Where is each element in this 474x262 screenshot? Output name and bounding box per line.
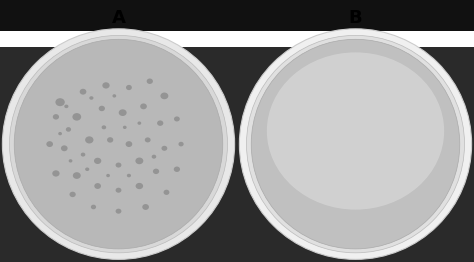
Ellipse shape xyxy=(55,98,65,106)
Ellipse shape xyxy=(157,121,164,126)
Ellipse shape xyxy=(73,172,81,179)
Ellipse shape xyxy=(127,174,131,177)
Ellipse shape xyxy=(85,167,89,171)
Ellipse shape xyxy=(94,183,101,189)
Text: B: B xyxy=(349,9,362,27)
Ellipse shape xyxy=(178,142,184,146)
Ellipse shape xyxy=(46,141,53,147)
Bar xyxy=(237,0,474,31)
Ellipse shape xyxy=(61,145,68,151)
Ellipse shape xyxy=(58,132,62,135)
Ellipse shape xyxy=(94,158,101,164)
Ellipse shape xyxy=(118,109,127,116)
Bar xyxy=(237,47,474,262)
Ellipse shape xyxy=(126,141,132,147)
Ellipse shape xyxy=(64,105,68,108)
Ellipse shape xyxy=(153,169,159,174)
Ellipse shape xyxy=(116,188,121,193)
Ellipse shape xyxy=(66,127,71,132)
Ellipse shape xyxy=(239,29,472,259)
Text: A: A xyxy=(111,9,126,27)
Ellipse shape xyxy=(152,155,156,159)
Ellipse shape xyxy=(146,79,153,84)
Ellipse shape xyxy=(112,94,116,97)
Ellipse shape xyxy=(126,85,132,90)
Ellipse shape xyxy=(136,183,143,189)
Ellipse shape xyxy=(70,192,76,197)
Ellipse shape xyxy=(101,125,106,129)
Ellipse shape xyxy=(80,89,86,95)
Ellipse shape xyxy=(9,35,228,253)
Ellipse shape xyxy=(14,39,223,249)
Ellipse shape xyxy=(102,82,109,89)
Bar xyxy=(0,0,237,31)
Bar xyxy=(237,0,474,47)
Ellipse shape xyxy=(52,170,60,177)
Ellipse shape xyxy=(160,92,168,99)
Ellipse shape xyxy=(123,126,127,129)
Ellipse shape xyxy=(81,152,85,157)
Ellipse shape xyxy=(145,137,151,143)
Ellipse shape xyxy=(174,167,180,172)
Ellipse shape xyxy=(137,122,141,125)
Ellipse shape xyxy=(89,96,93,100)
Ellipse shape xyxy=(73,113,81,121)
Ellipse shape xyxy=(106,174,110,177)
Ellipse shape xyxy=(142,204,149,210)
Ellipse shape xyxy=(140,103,147,109)
Ellipse shape xyxy=(91,205,96,209)
Ellipse shape xyxy=(69,159,73,162)
Ellipse shape xyxy=(246,35,465,253)
Ellipse shape xyxy=(162,146,167,151)
Ellipse shape xyxy=(164,190,169,195)
Bar xyxy=(0,47,237,262)
Ellipse shape xyxy=(85,136,93,144)
Ellipse shape xyxy=(251,39,460,249)
Ellipse shape xyxy=(174,116,180,122)
Ellipse shape xyxy=(136,157,143,164)
Ellipse shape xyxy=(267,52,444,210)
Ellipse shape xyxy=(99,106,105,111)
Ellipse shape xyxy=(2,29,235,259)
Ellipse shape xyxy=(116,162,121,168)
Ellipse shape xyxy=(53,114,59,119)
Bar xyxy=(0,0,237,47)
Ellipse shape xyxy=(116,209,121,214)
Ellipse shape xyxy=(107,137,113,143)
